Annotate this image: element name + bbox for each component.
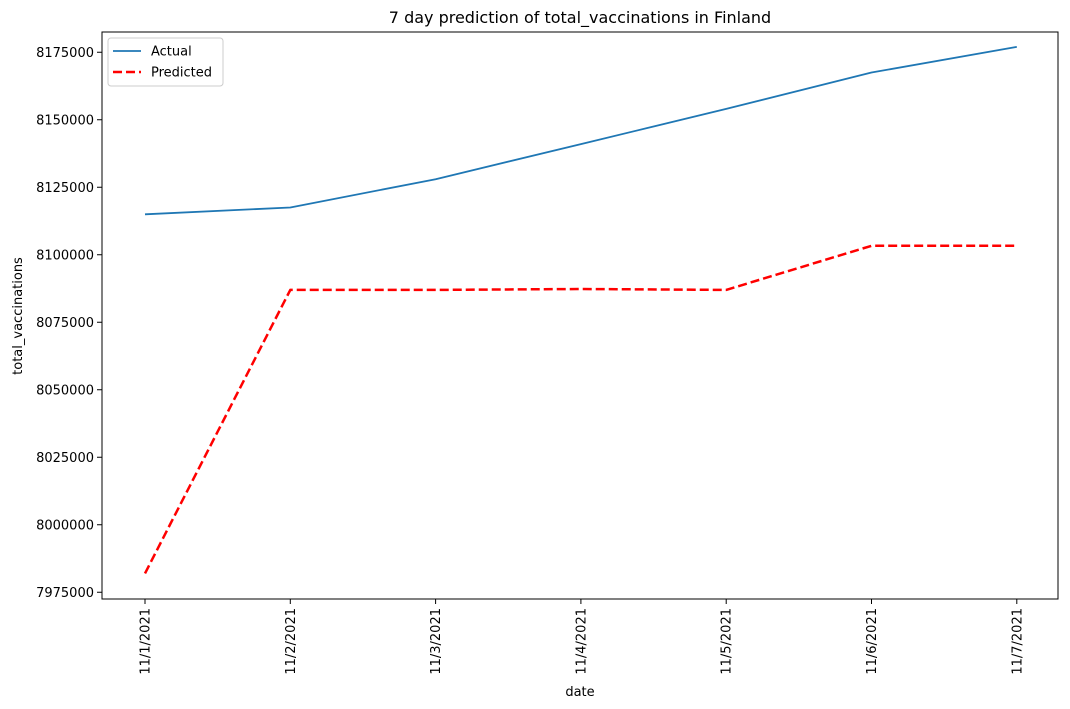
y-tick-label: 8050000 — [36, 383, 94, 398]
legend-box — [107, 37, 224, 87]
series-line-predicted — [143, 244, 1017, 574]
legend: Actual Predicted — [107, 37, 224, 87]
legend-label-actual: Actual — [151, 45, 192, 60]
x-axis-title: date — [565, 685, 594, 700]
y-tick-label: 8150000 — [36, 113, 94, 128]
y-tick-label: 7975000 — [36, 586, 94, 601]
plot-area — [143, 46, 1017, 574]
y-tick-label: 8000000 — [36, 518, 94, 533]
x-tick-label: 11/5/2021 — [720, 608, 735, 675]
legend-label-predicted: Predicted — [151, 66, 212, 81]
series-line-actual — [144, 46, 1017, 216]
x-axis: 11/1/2021 11/2/2021 11/3/2021 11/4/2021 11/5… — [139, 599, 1025, 675]
x-tick-label: 11/1/2021 — [139, 608, 154, 675]
x-tick-label: 11/6/2021 — [865, 608, 880, 675]
x-tick-label: 11/3/2021 — [429, 608, 444, 675]
x-tick-label: 11/4/2021 — [574, 608, 589, 675]
x-tick-label: 11/7/2021 — [1010, 608, 1025, 675]
y-tick-label: 8125000 — [36, 181, 94, 196]
y-axis-title: total_vaccinations — [11, 257, 26, 375]
y-tick-label: 8075000 — [36, 316, 94, 331]
y-axis: 7975000 8000000 8025000 8050000 8075000 81000… — [36, 46, 102, 601]
chart-title: 7 day prediction of total_vaccinations i… — [389, 8, 771, 28]
y-tick-label: 8175000 — [36, 46, 94, 61]
y-tick-label: 8100000 — [36, 248, 94, 263]
plot-frame — [101, 31, 1059, 600]
y-tick-label: 8025000 — [36, 451, 94, 466]
x-tick-label: 11/2/2021 — [284, 608, 299, 675]
